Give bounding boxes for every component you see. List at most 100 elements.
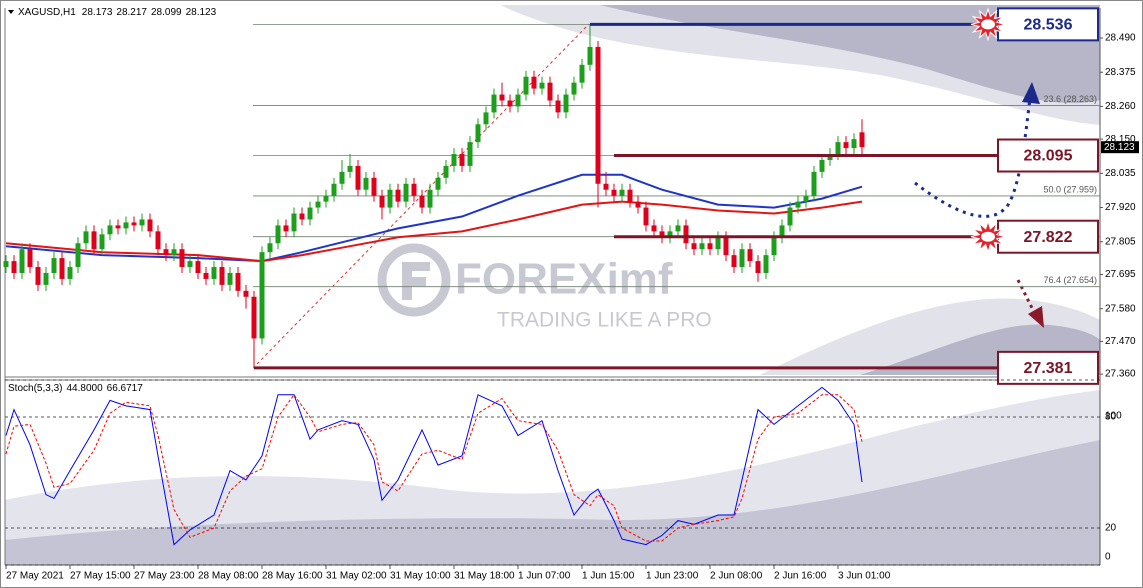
candle-body	[403, 183, 409, 202]
candle-body	[635, 201, 641, 208]
symbol-header: XAGUSD,H1 28.173 28.217 28.099 28.123	[18, 7, 217, 18]
candle-body	[139, 219, 145, 226]
candle-body	[371, 177, 377, 196]
level-box	[997, 350, 1099, 385]
level-label: 28.095	[1024, 148, 1073, 165]
candle-body	[235, 272, 241, 291]
y-tick-label: 28.490	[1105, 33, 1136, 44]
candle-body	[179, 249, 185, 268]
candle-body	[843, 142, 849, 149]
fib-label: 23.6 (28.263)	[1043, 94, 1097, 104]
level-box	[997, 138, 1099, 173]
candle-body	[451, 154, 457, 166]
x-tick-label: 27 May 2021	[6, 571, 64, 582]
stoch-tick-label: 0	[1105, 552, 1111, 563]
candle-body	[787, 207, 793, 226]
candle-body	[739, 249, 745, 268]
candle-body	[443, 165, 449, 178]
price-marker-label: 28.123	[1104, 142, 1135, 153]
x-tick-label: 28 May 08:00	[198, 571, 259, 582]
candle-body	[379, 195, 385, 208]
candle-body	[315, 201, 321, 208]
x-tick-label: 28 May 16:00	[262, 571, 323, 582]
candle-body	[643, 207, 649, 226]
candle-body	[619, 189, 625, 196]
candle-body	[83, 231, 89, 244]
candle-body	[147, 219, 153, 232]
candle-body	[51, 258, 57, 273]
candle-body	[107, 225, 113, 235]
candle-body	[331, 183, 337, 196]
candle-body	[195, 261, 201, 273]
fib-label: 50.0 (27.959)	[1043, 184, 1097, 194]
candle-body	[699, 243, 705, 250]
candle-body	[363, 177, 369, 190]
candle-body	[355, 165, 361, 190]
candle-body	[467, 142, 473, 166]
watermark-logo	[377, 243, 451, 317]
candle-body	[395, 189, 401, 202]
candle-body	[27, 249, 33, 268]
candle-body	[659, 231, 665, 238]
candle-body	[283, 225, 289, 232]
candle-body	[571, 82, 577, 95]
candle-body	[475, 124, 481, 143]
x-tick-label: 2 Jun 08:00	[710, 571, 763, 582]
bg-wave	[600, 5, 1100, 104]
candle-body	[491, 94, 497, 113]
stoch-reading: 66.6717	[107, 383, 144, 394]
candle-body	[539, 82, 545, 89]
candle-body	[339, 171, 345, 184]
bg-wave	[5, 440, 1100, 565]
starburst-core	[981, 231, 995, 242]
candle-body	[291, 213, 297, 232]
forecast-arrow	[914, 97, 1032, 218]
candle-body	[91, 231, 97, 250]
candle-body	[627, 189, 633, 202]
price-marker	[1101, 141, 1139, 154]
stoch-header: Stoch(5,3,3) 44.8000 66.6717	[8, 383, 143, 394]
open-reading: 28.173	[82, 7, 113, 18]
high-reading: 28.217	[116, 7, 147, 18]
candle-body	[547, 82, 553, 101]
candle-body	[779, 225, 785, 238]
candle-body	[587, 46, 593, 65]
candle-body	[691, 243, 697, 250]
stoch-tick-label: 20	[1105, 523, 1117, 534]
level-box	[997, 7, 1099, 42]
candle-body	[851, 139, 857, 149]
candle-body	[795, 201, 801, 208]
y-tick-label: 27.920	[1105, 202, 1136, 213]
candle-body	[507, 100, 513, 107]
candle-body	[675, 225, 681, 232]
candle-body	[651, 225, 657, 232]
candle-body	[419, 195, 425, 208]
stoch-title: Stoch(5,3,3)	[8, 383, 62, 394]
forecast-arrow	[1016, 279, 1036, 313]
candle-body	[595, 46, 601, 184]
arrowhead	[1028, 306, 1044, 328]
x-tick-label: 3 Jun 01:00	[838, 571, 891, 582]
candle-body	[219, 267, 225, 285]
stoch-tick-label: 80	[1105, 412, 1117, 423]
candle-body	[723, 237, 729, 256]
candle-body	[611, 189, 617, 196]
candle-body	[859, 132, 865, 148]
symbol: XAGUSD,H1	[18, 7, 76, 18]
candle-body	[187, 261, 193, 268]
candle-body	[59, 258, 65, 279]
candle-body	[19, 249, 25, 273]
moving-average	[5, 173, 863, 263]
candle-body	[67, 267, 73, 279]
candle-body	[123, 222, 129, 229]
candle-body	[307, 207, 313, 220]
candle-body	[323, 195, 329, 202]
y-tick-label: 27.695	[1105, 269, 1136, 280]
fib-label: 76.4 (27.654)	[1043, 275, 1097, 285]
candle-body	[347, 165, 353, 172]
candle-body	[667, 231, 673, 238]
x-tick-label: 31 May 18:00	[454, 571, 515, 582]
candle-body	[251, 296, 257, 339]
candle-body	[811, 171, 817, 196]
